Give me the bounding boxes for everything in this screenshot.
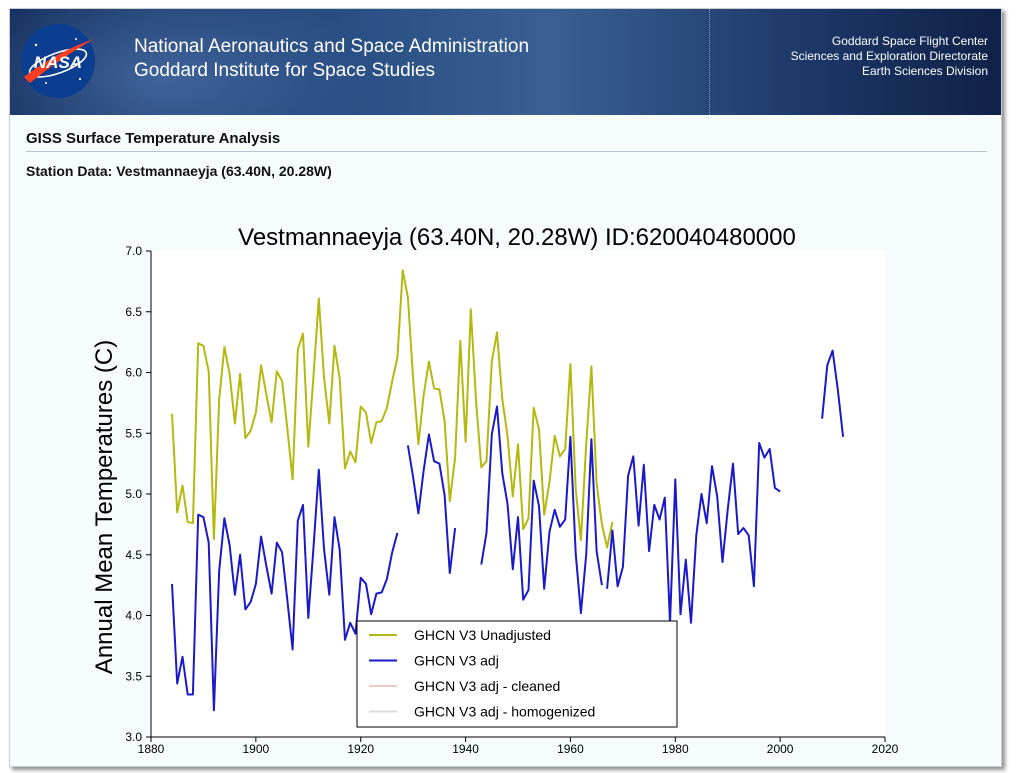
series-layer — [171, 269, 845, 712]
y-tick-label: 5.5 — [125, 426, 142, 440]
x-tick-label: 1920 — [347, 742, 374, 756]
legend-label: GHCN V3 adj - homogenized — [414, 704, 595, 720]
station-heading: Station Data: Vestmannaeyja (63.40N, 20.… — [26, 163, 332, 179]
page-title: GISS Surface Temperature Analysis — [26, 130, 281, 147]
center-info[interactable]: Goddard Space Flight Center Sciences and… — [791, 34, 988, 79]
series-adj-line — [606, 442, 781, 624]
x-tick-label: 1960 — [557, 742, 584, 756]
x-tick-label: 2020 — [872, 742, 899, 756]
agency-line-1: National Aeronautics and Space Administr… — [134, 36, 530, 57]
series-adj-line — [480, 405, 603, 615]
nasa-logo-star — [78, 77, 82, 81]
center-line-3: Earth Sciences Division — [861, 64, 988, 78]
y-tick-label: 5.0 — [125, 487, 142, 501]
y-tick-label: 6.0 — [125, 366, 142, 380]
banner-divider — [709, 9, 710, 115]
y-tick-label: 7.0 — [125, 244, 142, 258]
chart-title: Vestmannaeyja (63.40N, 20.28W) ID:620040… — [238, 224, 796, 251]
title-divider — [26, 151, 987, 152]
legend-label: GHCN V3 Unadjusted — [414, 627, 551, 643]
nasa-logo[interactable]: NASA — [18, 21, 98, 101]
nasa-logo-star — [34, 43, 38, 47]
center-line-2: Sciences and Exploration Directorate — [790, 49, 988, 63]
nasa-logo-text: NASA — [34, 53, 82, 72]
x-tick-label: 1980 — [662, 742, 689, 756]
x-tick-label: 2000 — [767, 742, 794, 756]
series-adj-line — [406, 433, 457, 574]
legend-label: GHCN V3 adj — [414, 653, 499, 669]
series-adj-line — [821, 349, 845, 438]
agency-name[interactable]: National Aeronautics and Space Administr… — [134, 35, 529, 83]
y-tick-label: 6.5 — [125, 305, 142, 319]
y-tick-label: 4.5 — [125, 548, 142, 562]
y-tick-label: 3.0 — [125, 730, 142, 744]
header-banner: NASA National Aeronautics and Space Admi… — [10, 9, 1001, 115]
nasa-logo-star — [45, 82, 47, 84]
y-tick-label: 3.5 — [125, 669, 142, 683]
x-tick-label: 1940 — [452, 742, 479, 756]
legend: GHCN V3 Unadjusted GHCN V3 adj GHCN V3 adj… — [356, 620, 678, 728]
agency-line-2: Goddard Institute for Space Studies — [134, 60, 436, 81]
center-line-1: Goddard Space Flight Center — [831, 34, 988, 48]
legend-box — [356, 620, 678, 728]
axes: 1880 1900 1920 1940 1960 1980 2000 2020 3.0 3.5 4.… — [125, 244, 898, 756]
x-tick-label: 1900 — [243, 742, 270, 756]
nasa-logo-vector — [24, 39, 94, 83]
legend-label: GHCN V3 adj - cleaned — [414, 678, 560, 694]
x-tick-label: 1880 — [138, 742, 165, 756]
y-tick-label: 4.0 — [125, 609, 142, 623]
series-unadjusted-line — [171, 269, 614, 549]
series-adj-line — [171, 468, 399, 712]
nasa-logo-star — [75, 38, 77, 40]
y-axis-label: Annual Mean Temperatures (C) — [91, 340, 118, 674]
